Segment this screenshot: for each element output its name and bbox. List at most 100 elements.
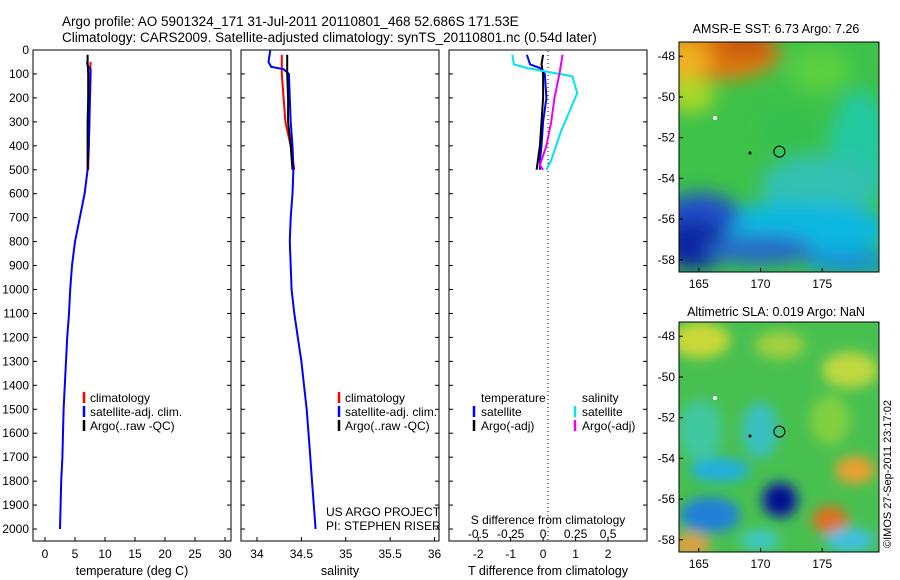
legend-label-t-satellite: satellite	[481, 405, 522, 419]
depth-tick-label: 2000	[2, 522, 29, 536]
legend-title-salinity: salinity	[582, 391, 619, 405]
sst-island-speck	[748, 151, 752, 155]
temperature-tick-label: 10	[98, 547, 112, 561]
legend-label-argo: Argo(..raw -QC)	[345, 419, 430, 433]
map-lat-tick-label: -48	[658, 329, 676, 343]
sla-island-speck	[713, 396, 717, 400]
t-diff-tick-label: 2	[605, 547, 612, 561]
profile-line-argo-raw-qc-	[286, 54, 294, 170]
sst-map-panel: AMSR-E SST: 6.73 Argo: 7.26 1	[658, 22, 880, 291]
salinity-legend: climatology satellite-adj. clim. Argo(..…	[337, 391, 437, 433]
temperature-legend: climatology satellite-adj. clim. Argo(..…	[82, 391, 182, 433]
s-diff-tick-label: -0.25	[497, 527, 525, 541]
s-diff-tick-label: -0.5	[468, 527, 489, 541]
s-difference-xlabel: S difference from climatology	[471, 513, 626, 527]
sst-argo-position-marker	[773, 145, 786, 158]
salinity-tick-label: 34.5	[290, 547, 314, 561]
figure-title-line1: Argo profile: AO 5901324_171 31-Jul-2011…	[62, 14, 519, 29]
depth-tick-label: 100	[9, 67, 29, 81]
sst-heatmap	[679, 42, 879, 272]
salinity-panel: 34 34.5 35 35.5 36 salinity climatology sate…	[240, 49, 442, 578]
sla-argo-position-marker	[773, 425, 786, 438]
profile-line-satellite	[511, 54, 579, 171]
profile-line-satellite	[525, 54, 548, 170]
map-lat-tick-label: -50	[658, 90, 676, 104]
temperature-axes-frame	[32, 49, 232, 542]
sst-island-speck	[713, 116, 717, 120]
map-lon-tick-label: 175	[812, 557, 832, 571]
depth-tick-label: 1200	[2, 330, 29, 344]
t-diff-tick-label: 1	[572, 547, 579, 561]
depth-tick-label: 600	[9, 187, 29, 201]
map-lon-tick-label: 175	[812, 277, 832, 291]
map-lon-tick-label: 170	[750, 557, 770, 571]
depth-tick-label: 700	[9, 211, 29, 225]
legend-label-climatology: climatology	[90, 391, 150, 405]
depth-tick-label: 200	[9, 91, 29, 105]
imos-credit: ©IMOS 27-Sep-2011 23:17:02	[882, 400, 894, 548]
depth-tick-label: 1900	[2, 498, 29, 512]
map-lat-tick-label: -56	[658, 212, 676, 226]
s-diff-tick-label: 0.25	[564, 527, 588, 541]
map-lon-tick-label: 165	[689, 277, 709, 291]
temperature-tick-label: 30	[218, 547, 232, 561]
depth-tick-label: 800	[9, 235, 29, 249]
depth-tick-label: 1300	[2, 354, 29, 368]
legend-title-temperature: temperature	[481, 391, 546, 405]
depth-tick-label: 1700	[2, 450, 29, 464]
sst-map-title: AMSR-E SST: 6.73 Argo: 7.26	[693, 22, 860, 36]
salinity-tick-label: 34	[250, 547, 264, 561]
project-annotation-line2: PI: STEPHEN RISER	[326, 519, 441, 533]
depth-tick-label: 1400	[2, 378, 29, 392]
t-difference-xlabel: T difference from climatology	[468, 564, 629, 578]
legend-label-argo: Argo(..raw -QC)	[90, 419, 175, 433]
depth-tick-label: 1800	[2, 474, 29, 488]
map-lon-tick-label: 165	[689, 557, 709, 571]
s-diff-tick-label: 0	[540, 527, 547, 541]
temperature-tick-label: 15	[128, 547, 142, 561]
sla-map-frame	[678, 321, 880, 553]
depth-tick-label: 400	[9, 139, 29, 153]
difference-panel: -2 -1 0 1 2 -0.5 -0.25 0 0.25 0.5 S difference fr…	[448, 49, 648, 578]
depth-tick-label: 0	[22, 43, 29, 57]
legend-label-climatology: climatology	[345, 391, 405, 405]
profile-line-satellite-adj-clim-	[59, 61, 92, 530]
temperature-tick-label: 0	[42, 547, 49, 561]
legend-label-t-argo: Argo(-adj)	[481, 419, 534, 433]
depth-tick-label: 300	[9, 115, 29, 129]
s-diff-tick-label: 0.5	[600, 527, 617, 541]
salinity-tick-label: 36	[428, 547, 442, 561]
salinity-axes-frame	[240, 49, 440, 542]
temperature-panel: 0100200300400500600700800900100011001200…	[2, 43, 232, 578]
profile-line-argo-raw-qc-	[86, 54, 90, 170]
depth-tick-label: 500	[9, 163, 29, 177]
difference-legend: temperature salinity satellite Argo(-adj…	[472, 391, 635, 433]
sla-map-title: Altimetric SLA: 0.019 Argo: NaN	[687, 305, 865, 319]
legend-label-s-satellite: satellite	[582, 405, 623, 419]
legend-label-satellite-adj: satellite-adj. clim.	[90, 405, 182, 419]
depth-tick-label: 1500	[2, 402, 29, 416]
depth-tick-label: 1000	[2, 283, 29, 297]
figure-title-line2: Climatology: CARS2009. Satellite-adjuste…	[62, 30, 597, 45]
map-lat-tick-label: -52	[658, 131, 676, 145]
map-lat-tick-label: -52	[658, 411, 676, 425]
sst-map-frame	[678, 41, 880, 273]
map-lat-tick-label: -56	[658, 492, 676, 506]
temperature-tick-label: 5	[72, 547, 79, 561]
map-lat-tick-label: -48	[658, 49, 676, 63]
sla-map-panel: Altimetric SLA: 0.019 Argo: NaN	[658, 305, 880, 571]
map-lon-tick-label: 170	[750, 277, 770, 291]
depth-tick-label: 900	[9, 259, 29, 273]
temperature-tick-label: 20	[158, 547, 172, 561]
t-diff-tick-label: -1	[505, 547, 516, 561]
legend-label-satellite-adj: satellite-adj. clim.	[345, 405, 437, 419]
map-lat-tick-label: -54	[658, 451, 676, 465]
t-diff-tick-label: -2	[473, 547, 484, 561]
profile-line-argo-adj-	[535, 54, 545, 170]
sla-island-speck	[748, 434, 752, 438]
temperature-tick-label: 25	[188, 547, 202, 561]
depth-tick-label: 1100	[3, 306, 29, 320]
sla-heatmap	[679, 322, 879, 552]
project-annotation-line1: US ARGO PROJECT	[326, 505, 441, 519]
depth-tick-label: 1600	[2, 426, 29, 440]
